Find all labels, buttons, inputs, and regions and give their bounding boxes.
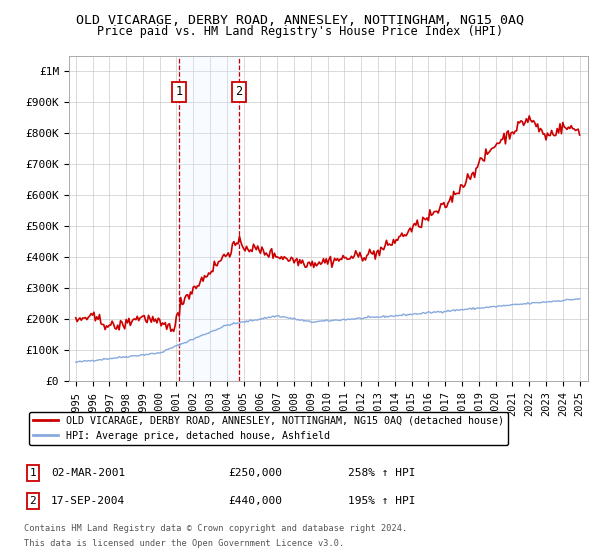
- Text: 17-SEP-2004: 17-SEP-2004: [51, 496, 125, 506]
- Bar: [179, 56, 239, 381]
- Text: Price paid vs. HM Land Registry's House Price Index (HPI): Price paid vs. HM Land Registry's House …: [97, 25, 503, 38]
- Text: 02-MAR-2001: 02-MAR-2001: [51, 468, 125, 478]
- Text: 258% ↑ HPI: 258% ↑ HPI: [348, 468, 415, 478]
- Text: 1: 1: [29, 468, 37, 478]
- Text: OLD VICARAGE, DERBY ROAD, ANNESLEY, NOTTINGHAM, NG15 0AQ: OLD VICARAGE, DERBY ROAD, ANNESLEY, NOTT…: [76, 14, 524, 27]
- Text: £250,000: £250,000: [228, 468, 282, 478]
- Text: 2: 2: [29, 496, 37, 506]
- Text: 2: 2: [235, 85, 242, 98]
- Text: 195% ↑ HPI: 195% ↑ HPI: [348, 496, 415, 506]
- Text: £440,000: £440,000: [228, 496, 282, 506]
- Text: Contains HM Land Registry data © Crown copyright and database right 2024.: Contains HM Land Registry data © Crown c…: [24, 524, 407, 533]
- Legend: OLD VICARAGE, DERBY ROAD, ANNESLEY, NOTTINGHAM, NG15 0AQ (detached house), HPI: : OLD VICARAGE, DERBY ROAD, ANNESLEY, NOTT…: [29, 412, 508, 445]
- Text: This data is licensed under the Open Government Licence v3.0.: This data is licensed under the Open Gov…: [24, 539, 344, 548]
- Text: 1: 1: [176, 85, 183, 98]
